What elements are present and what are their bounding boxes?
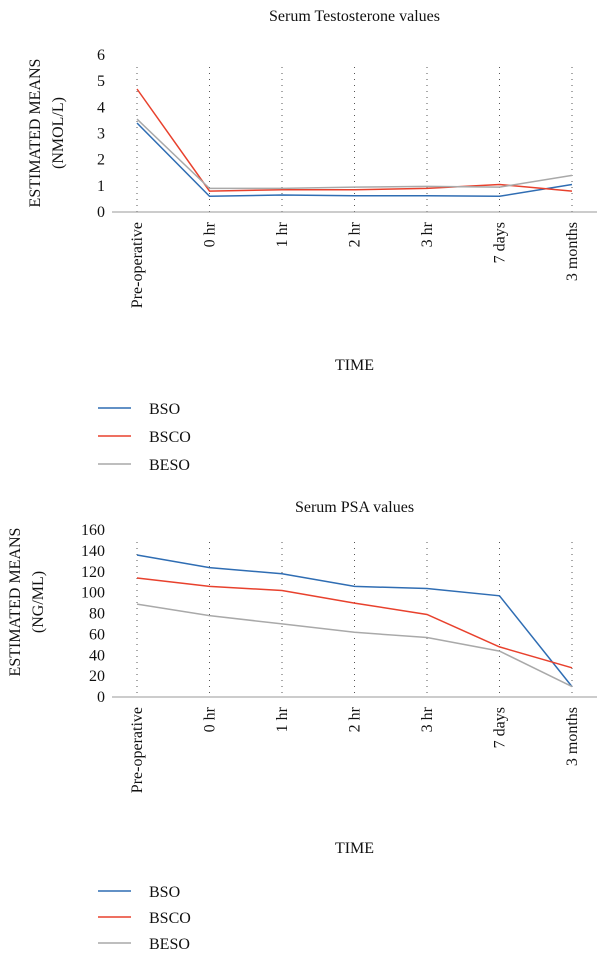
legend-label-beso: BESO [149,936,190,953]
y-axis-label: (NG/ML) [30,571,47,633]
x-tick-label: 3 hr [419,706,436,732]
x-axis-label: TIME [335,840,374,857]
chart-title: Serum Testosterone values [269,8,440,25]
y-tick-label: 1 [97,178,105,195]
x-tick-label: 0 hr [202,706,219,732]
y-tick-label: 3 [97,126,105,143]
y-tick-label: 4 [97,99,105,116]
y-tick-label: 100 [81,585,105,602]
y-tick-label: 0 [97,204,105,221]
y-tick-label: 6 [97,47,105,64]
x-tick-label: Pre-operative [129,707,146,793]
y-tick-label: 140 [81,543,105,560]
y-tick-label: 0 [97,689,105,706]
legend-label-beso: BESO [149,457,190,474]
x-tick-label: 7 days [492,222,509,263]
x-tick-label: 7 days [492,707,509,748]
y-axis-label: ESTIMATED MEANS [27,59,44,208]
legend-label-bsco: BSCO [149,429,191,446]
series-line-bso [136,554,573,688]
y-tick-label: 40 [89,647,105,664]
y-tick-label: 2 [97,152,105,169]
series-line-bso [136,122,573,198]
y-axis-label: ESTIMATED MEANS [7,528,24,677]
y-tick-label: 160 [81,522,105,539]
x-tick-label: 3 months [564,222,581,281]
series-line-bsco [136,577,573,669]
x-tick-label: 1 hr [274,706,291,732]
x-tick-label: 0 hr [202,221,219,247]
series-line-beso [136,603,573,688]
x-tick-label: 3 hr [419,221,436,247]
x-axis-label: TIME [335,357,374,374]
y-tick-label: 120 [81,564,105,581]
y-tick-label: 20 [89,668,105,685]
legend-label-bso: BSO [149,884,180,901]
y-tick-label: 60 [89,626,105,643]
x-tick-label: 1 hr [274,221,291,247]
y-tick-label: 80 [89,606,105,623]
legend-label-bsco: BSCO [149,910,191,927]
series-line-beso [136,118,573,190]
x-tick-label: 2 hr [347,221,364,247]
x-tick-label: Pre-operative [129,222,146,308]
x-tick-label: 2 hr [347,706,364,732]
x-tick-label: 3 months [564,707,581,766]
y-tick-label: 5 [97,73,105,90]
series-line-bsco [136,88,573,192]
y-axis-label: (NMOL/L) [50,97,67,169]
chart-title: Serum PSA values [295,499,414,516]
legend-label-bso: BSO [149,401,180,418]
